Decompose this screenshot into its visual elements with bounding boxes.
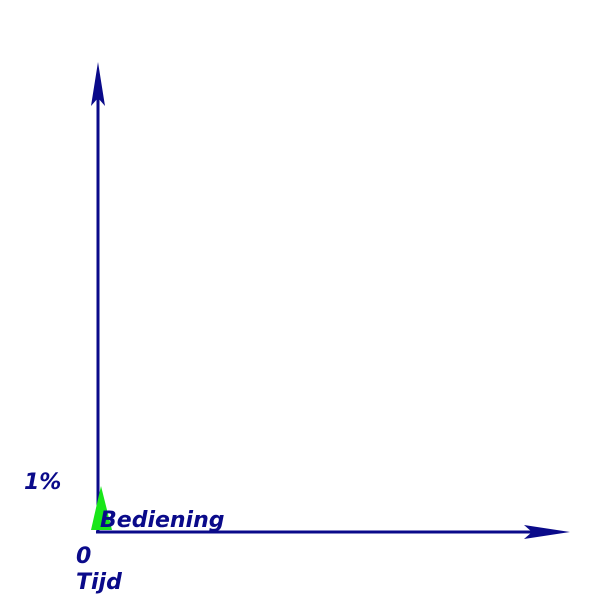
triangle-marker-icon bbox=[91, 486, 112, 530]
x-origin-label: 0 bbox=[76, 544, 91, 569]
series-label: Bediening bbox=[100, 508, 225, 533]
x-axis-arrow-icon bbox=[524, 525, 570, 539]
y-axis-arrow-icon bbox=[91, 62, 105, 106]
x-axis-label: Tijd bbox=[76, 570, 122, 595]
y-tick-label: 1% bbox=[24, 470, 61, 495]
